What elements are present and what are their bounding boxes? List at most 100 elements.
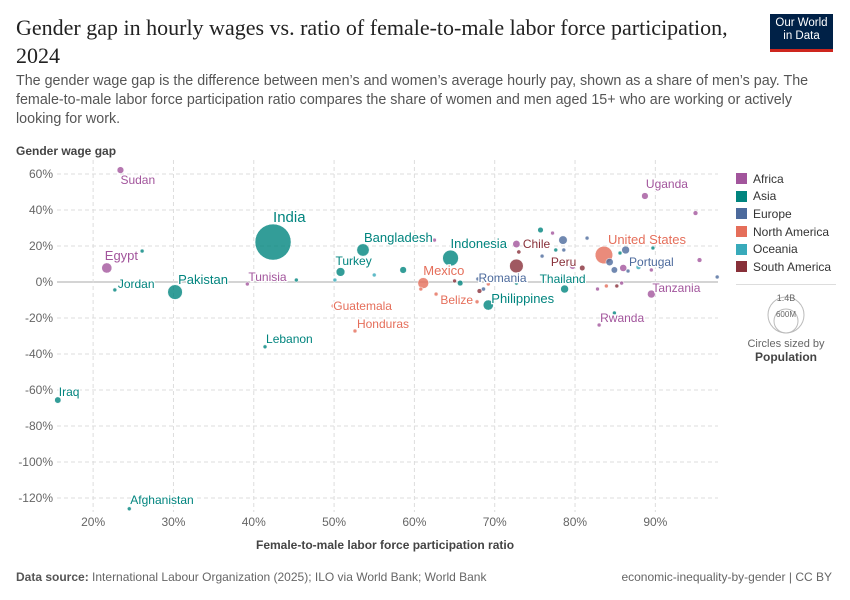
data-point[interactable] — [509, 258, 524, 274]
data-point[interactable] — [332, 277, 338, 283]
x-tick-label: 60% — [402, 515, 426, 529]
data-point[interactable] — [481, 286, 486, 292]
data-point[interactable] — [331, 303, 336, 309]
point-label: United States — [608, 232, 687, 247]
data-point[interactable] — [617, 250, 623, 256]
data-point[interactable] — [254, 223, 292, 261]
data-point[interactable] — [452, 278, 457, 284]
data-point[interactable] — [647, 289, 656, 299]
size-legend-circles-icon: 1.4B 600M — [767, 293, 805, 334]
data-point[interactable] — [561, 247, 567, 253]
data-point[interactable] — [619, 264, 627, 272]
data-point[interactable] — [167, 284, 183, 300]
legend-item[interactable]: Europe — [736, 205, 831, 223]
data-point[interactable] — [457, 280, 464, 287]
data-point[interactable] — [356, 243, 370, 257]
point-label: Guatemala — [333, 299, 392, 313]
data-point[interactable] — [596, 322, 602, 328]
data-point[interactable] — [112, 287, 118, 293]
data-point[interactable] — [650, 245, 656, 251]
footer-license[interactable]: economic-inequality-by-gender | CC BY — [621, 570, 832, 584]
data-point[interactable] — [476, 288, 483, 294]
data-point[interactable] — [262, 344, 268, 350]
legend: Africa Asia Europe North America Oceania Sout… — [736, 170, 831, 276]
data-point[interactable] — [605, 258, 614, 266]
data-point[interactable] — [649, 267, 654, 273]
legend-label: North America — [753, 224, 830, 239]
legend-item[interactable]: Asia — [736, 188, 831, 206]
data-point[interactable] — [512, 240, 521, 248]
data-point[interactable] — [54, 396, 62, 404]
point-label: Pakistan — [178, 272, 228, 287]
data-point[interactable] — [619, 280, 624, 286]
data-point[interactable] — [417, 277, 429, 289]
data-point[interactable] — [550, 230, 555, 236]
point-label: Belize — [440, 293, 473, 307]
data-point[interactable] — [604, 283, 609, 289]
legend-item[interactable]: South America — [736, 258, 831, 276]
y-tick-label: 60% — [29, 167, 53, 181]
data-point[interactable] — [371, 272, 377, 278]
data-point[interactable] — [418, 286, 424, 292]
data-point[interactable] — [569, 262, 577, 270]
point-label: Turkey — [336, 254, 372, 268]
data-point[interactable] — [294, 277, 299, 283]
data-point[interactable] — [127, 506, 132, 512]
data-point[interactable] — [116, 166, 125, 174]
data-point[interactable] — [516, 249, 522, 255]
data-point[interactable] — [474, 299, 480, 305]
data-point[interactable] — [696, 257, 703, 263]
data-point[interactable] — [539, 253, 545, 259]
data-point[interactable] — [352, 328, 358, 334]
data-point[interactable] — [335, 267, 346, 277]
x-tick-label: 30% — [161, 515, 185, 529]
data-point[interactable] — [625, 268, 631, 274]
data-point[interactable] — [612, 310, 617, 316]
data-point[interactable] — [399, 266, 407, 274]
legend-item[interactable]: North America — [736, 223, 831, 241]
legend-label: Oceania — [753, 242, 798, 257]
x-tick-label: 50% — [322, 515, 346, 529]
data-point[interactable] — [635, 264, 642, 270]
data-point[interactable] — [579, 264, 586, 271]
data-point[interactable] — [432, 237, 437, 243]
data-point[interactable] — [486, 281, 491, 287]
data-point[interactable] — [621, 245, 630, 255]
data-point[interactable] — [442, 249, 459, 267]
data-point[interactable] — [101, 262, 113, 274]
data-point[interactable] — [641, 192, 649, 200]
size-legend-small: 600M — [776, 310, 796, 319]
point-label: Honduras — [357, 317, 409, 331]
owid-logo[interactable]: Our World in Data — [770, 14, 833, 52]
data-point[interactable] — [139, 248, 145, 254]
data-point[interactable] — [560, 284, 569, 294]
data-point[interactable] — [692, 210, 699, 216]
data-point[interactable] — [482, 299, 494, 311]
data-point[interactable] — [614, 283, 620, 289]
legend-item[interactable]: Africa — [736, 170, 831, 188]
legend-label: Europe — [753, 206, 792, 221]
legend-item[interactable]: Oceania — [736, 240, 831, 258]
data-point[interactable] — [475, 276, 481, 282]
point-label: Tanzania — [652, 281, 700, 295]
data-point[interactable] — [595, 286, 600, 292]
data-point[interactable] — [433, 291, 439, 297]
x-tick-label: 20% — [81, 515, 105, 529]
y-axis-label: Gender wage gap — [16, 144, 117, 158]
scatter-plot: 60% 40% 20% 0% -20% -40% -60% -80% -100% -120% 20%… — [18, 160, 720, 529]
x-tick-label: 90% — [643, 515, 667, 529]
data-point[interactable] — [610, 266, 618, 274]
data-point[interactable] — [514, 280, 519, 286]
data-point[interactable] — [444, 298, 449, 304]
point-label: Rwanda — [600, 311, 644, 325]
data-point[interactable] — [245, 281, 250, 287]
source-text[interactable]: International Labour Organization (2025)… — [92, 570, 487, 584]
data-point[interactable] — [714, 274, 720, 280]
data-point[interactable] — [537, 226, 544, 234]
legend-label: Africa — [753, 171, 784, 186]
data-point[interactable] — [584, 235, 590, 241]
data-point[interactable] — [558, 235, 568, 245]
y-tick-label: -120% — [18, 491, 53, 505]
data-point[interactable] — [553, 247, 559, 253]
point-label: Mexico — [423, 263, 464, 278]
